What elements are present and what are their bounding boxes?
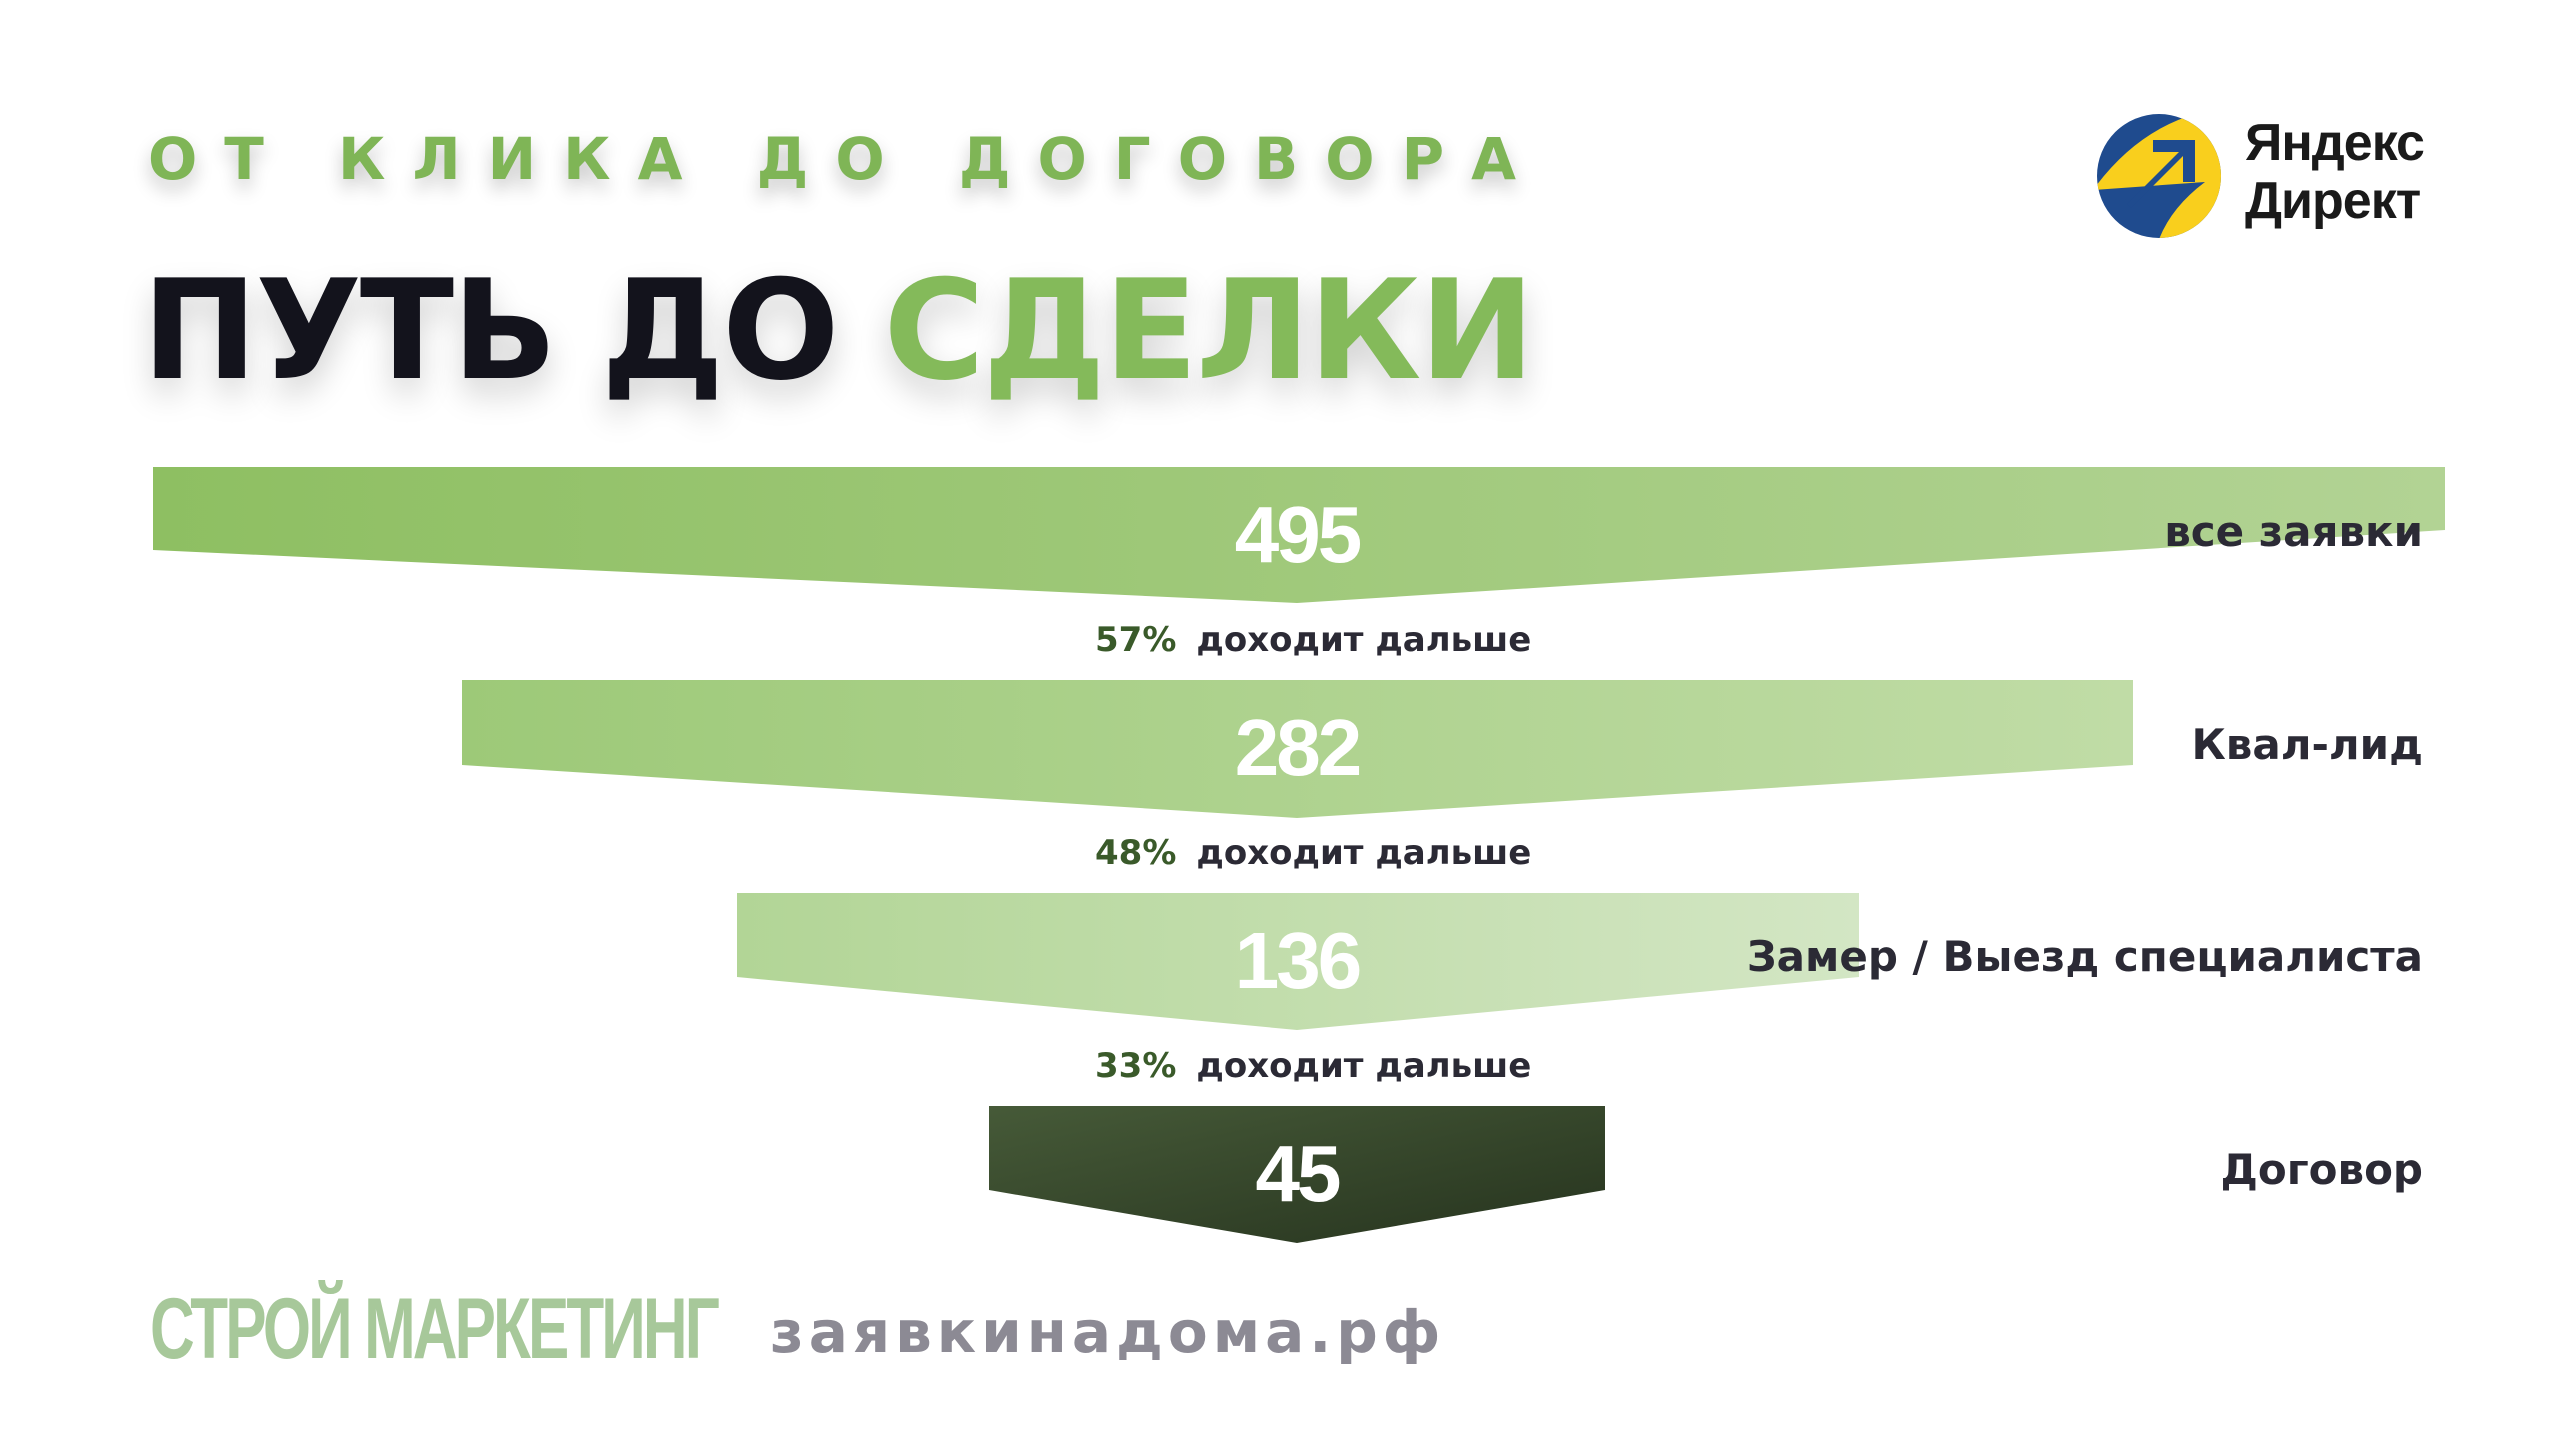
funnel-label-1: все заявки [2164,507,2423,556]
yandex-direct-arrow-icon [2097,114,2221,238]
title-accent: СДЕЛКИ [883,250,1535,411]
footer-site-link[interactable]: заявкинадома.рф [770,1298,1446,1366]
conversion-1: 57% доходит дальше [1095,620,1531,660]
conversion-percent: 48% [1095,833,1177,873]
conversion-text: доходит дальше [1196,1046,1532,1086]
funnel-shape-4 [989,1106,1605,1243]
conversion-text: доходит дальше [1196,833,1532,873]
funnel-value-3: 136 [1235,916,1360,1005]
funnel-value-2: 282 [1235,703,1360,792]
funnel-label-4: Договор [2220,1145,2423,1194]
funnel-value-4: 45 [1256,1129,1340,1218]
page-title: ПУТЬ ДО СДЕЛКИ [142,255,1535,407]
funnel-label-2: Квал-лид [2191,720,2423,769]
conversion-percent: 33% [1095,1046,1177,1086]
logo-line-2: Директ [2245,172,2421,230]
yandex-direct-logo: Яндекс Директ [2095,110,2445,245]
funnel-value-1: 495 [1235,490,1361,579]
title-main: ПУТЬ ДО [142,250,839,411]
conversion-2: 48% доходит дальше [1095,833,1531,873]
conversion-3: 33% доходит дальше [1095,1046,1531,1086]
logo-line-1: Яндекс [2245,114,2425,172]
funnel-shape-1 [153,467,2445,603]
funnel-label-3: Замер / Выезд специалиста [1746,932,2423,981]
funnel-shape-2 [462,680,2133,818]
logo-wordmark: Яндекс Директ [2245,114,2425,230]
page-subtitle: ОТ КЛИКА ДО ДОГОВОРА [148,125,1543,193]
funnel-shape-3 [737,893,1859,1030]
conversion-text: доходит дальше [1196,620,1532,660]
conversion-percent: 57% [1095,620,1177,660]
footer-brand: СТРОЙ МАРКЕТИНГ [150,1281,720,1377]
